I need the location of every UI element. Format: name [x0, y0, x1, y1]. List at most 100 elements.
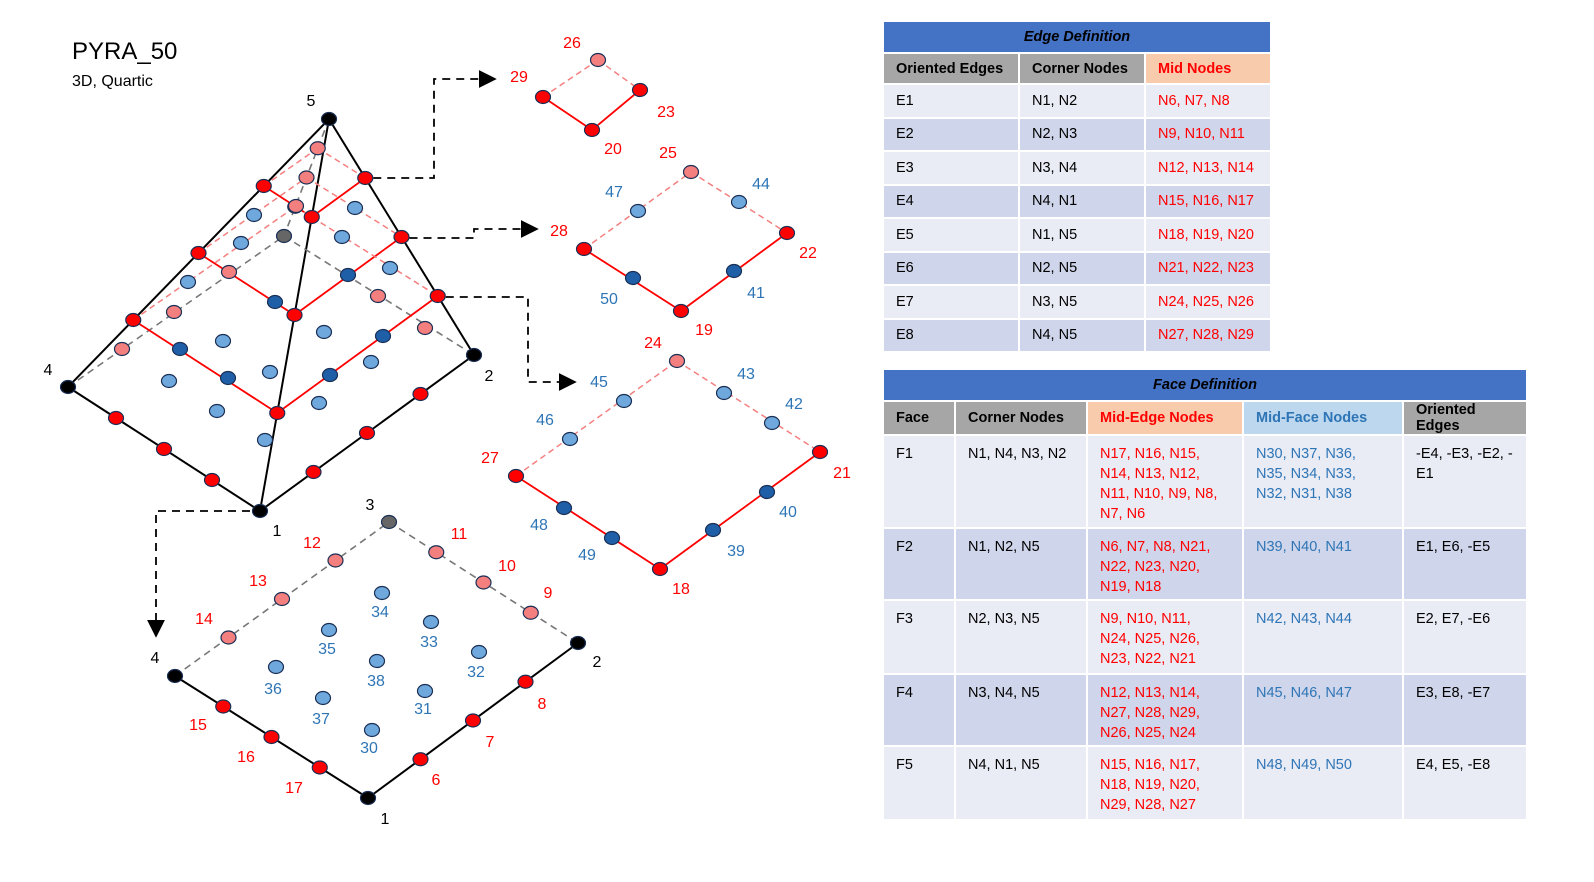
mid-edge-node [220, 630, 237, 645]
mid-edge-node [125, 312, 142, 328]
edge-row: E5 N1, N5 N18, N19, N20 [884, 219, 1272, 253]
mid-edge-node [269, 405, 286, 421]
edge-cell-corner-nodes: N4, N1 [1020, 185, 1146, 219]
edge-row: E1 N1, N2 N6, N7, N8 [884, 85, 1272, 119]
edge-row: E7 N3, N5 N24, N25, N26 [884, 286, 1272, 320]
section-node [763, 415, 781, 431]
section-node-label: 45 [590, 374, 608, 391]
section-node [631, 82, 649, 98]
edge-cell-edge-id: E3 [884, 152, 1020, 186]
mid-edge-node [475, 575, 492, 590]
face-col-corner-nodes: Corner Nodes [956, 402, 1088, 436]
section-node-label: 46 [536, 412, 554, 429]
corner-node [569, 635, 587, 651]
mid-face-node [256, 432, 274, 448]
section-node-label: 47 [605, 184, 623, 201]
section-node [682, 164, 700, 180]
edge-cell-edge-id: E4 [884, 185, 1020, 219]
edge-cell-corner-nodes: N3, N4 [1020, 152, 1146, 186]
mid-edge-label: 15 [189, 717, 207, 734]
mid-edge-node [517, 674, 534, 689]
face-cell-mid-edge-nodes: N9, N10, N11, N24, N25, N26, N23, N22, N… [1088, 601, 1244, 675]
mid-edge-node [273, 591, 291, 607]
section-node [811, 444, 829, 460]
face-col-mid-face-nodes: Mid-Face Nodes [1244, 402, 1404, 436]
mid-edge-node [155, 441, 173, 457]
corner-node [251, 503, 269, 519]
mid-edge-node [309, 141, 326, 156]
face-cell-oriented-edges: E4, E5, -E8 [1404, 747, 1528, 821]
mid-face-node [310, 395, 328, 411]
edge-row: E4 N4, N1 N15, N16, N17 [884, 185, 1272, 219]
mid-edge-label: 13 [249, 573, 267, 590]
face-definition-table: Face Definition Face Corner Nodes Mid-Ed… [884, 370, 1528, 821]
edge-cell-mid-nodes: N21, N22, N23 [1146, 252, 1272, 286]
base-hidden-edge [174, 521, 390, 677]
corner-node [275, 228, 293, 244]
mid-face-node [416, 320, 434, 336]
mid-face-label: 37 [312, 711, 330, 728]
edge-cell-corner-nodes: N1, N5 [1020, 219, 1146, 253]
face-cell-face-id: F4 [884, 675, 956, 747]
face-cell-mid-edge-nodes: N6, N7, N8, N21, N22, N23, N20, N19, N18 [1088, 529, 1244, 601]
mid-face-label: 36 [264, 681, 282, 698]
edge-cell-corner-nodes: N2, N3 [1020, 118, 1146, 152]
mid-edge-node [190, 245, 207, 261]
face-cell-face-id: F5 [884, 747, 956, 821]
edge-row: E8 N4, N5 N27, N28, N29 [884, 319, 1272, 353]
edge-cell-edge-id: E8 [884, 319, 1020, 353]
section-node [715, 385, 733, 401]
section-node-label: 44 [752, 176, 770, 193]
corner-label: 4 [151, 650, 160, 667]
mid-face-node [219, 370, 237, 386]
section-node-label: 43 [737, 366, 755, 383]
edge-col-oriented-edges: Oriented Edges [884, 54, 1020, 85]
section-line [311, 177, 366, 218]
corner-label: 3 [366, 497, 375, 514]
mid-face-node [179, 274, 197, 290]
edge-cell-mid-nodes: N15, N16, N17 [1146, 185, 1272, 219]
mid-face-label: 35 [318, 641, 336, 658]
edge-row: E6 N2, N5 N21, N22, N23 [884, 252, 1272, 286]
diagram-nodes [59, 52, 829, 806]
mid-face-node [113, 341, 131, 357]
mid-face-label: 31 [414, 701, 432, 718]
edge-cell-mid-nodes: N24, N25, N26 [1146, 286, 1272, 320]
corner-label: 2 [485, 368, 494, 385]
face-cell-corner-nodes: N3, N4, N5 [956, 675, 1088, 747]
section-node [589, 52, 607, 68]
edge-cell-mid-nodes: N12, N13, N14 [1146, 152, 1272, 186]
corner-node [465, 347, 483, 363]
mid-face-node [315, 324, 333, 340]
mid-edge-node [429, 288, 446, 304]
arrow-to-base [147, 510, 250, 638]
corner-label: 1 [273, 523, 282, 540]
mid-edge-node [215, 699, 232, 714]
mid-edge-label: 10 [498, 558, 516, 575]
section-hidden-line [132, 206, 296, 321]
face-cell-mid-face-nodes: N30, N37, N36, N35, N34, N33, N32, N31, … [1244, 436, 1404, 529]
edge-cell-edge-id: E7 [884, 286, 1020, 320]
corner-node [320, 111, 338, 127]
section-node-label: 40 [779, 504, 797, 521]
section-node-label: 29 [510, 69, 528, 86]
section-hidden-line [690, 171, 788, 234]
mid-edge-label: 11 [451, 526, 468, 543]
mid-edge-label: 8 [538, 696, 547, 713]
section-node [534, 89, 552, 105]
mid-edge-node [412, 752, 429, 767]
mid-face-node [220, 264, 238, 280]
face-table-title: Face Definition [884, 370, 1528, 402]
face-cell-oriented-edges: E2, E7, -E6 [1404, 601, 1528, 675]
mid-edge-node [203, 472, 221, 488]
section-line [542, 96, 593, 131]
edge-cell-edge-id: E1 [884, 85, 1020, 119]
edge-col-mid-nodes: Mid Nodes [1146, 54, 1272, 85]
apex-label: 5 [307, 93, 316, 110]
mid-edge-node [464, 713, 482, 728]
section-line [132, 319, 278, 414]
mid-edge-node [305, 464, 322, 480]
section-hidden-line [542, 59, 599, 98]
